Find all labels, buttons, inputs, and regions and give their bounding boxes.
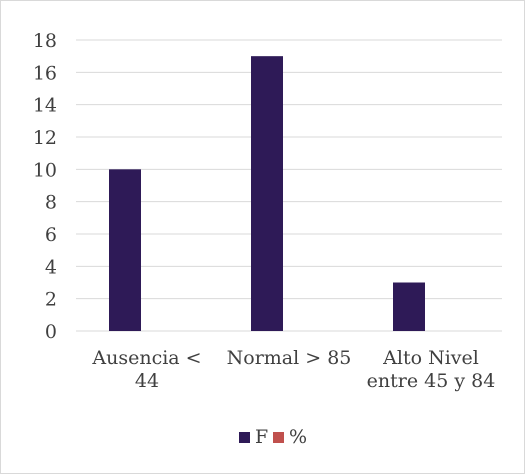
x-category-label-line: Alto Nivel (382, 347, 479, 369)
bars (109, 56, 425, 332)
y-axis-labels: 0 2 4 6 8 10 12 14 16 18 (33, 30, 57, 343)
y-tick-label: 18 (33, 30, 57, 52)
x-category-label-line: entre 45 y 84 (367, 370, 496, 392)
y-tick-label: 6 (45, 224, 57, 246)
y-tick-label: 0 (45, 321, 57, 343)
y-tick-label: 16 (33, 62, 57, 84)
legend-label-pct: % (289, 426, 307, 448)
x-category-label: Ausencia <44 (91, 347, 201, 392)
gridlines (76, 39, 502, 332)
x-axis-labels: Ausencia <44 Normal > 85 Alto Nivel entre 4… (91, 347, 495, 392)
y-tick-label: 2 (45, 289, 57, 311)
bar-f-0 (109, 169, 141, 331)
legend: F% (239, 426, 307, 448)
y-tick-label: 14 (33, 95, 57, 117)
y-tick-label: 10 (33, 159, 57, 181)
bar-f-1 (251, 56, 283, 332)
x-category-label: Alto Nivel entre 45 y 84 (367, 347, 496, 392)
x-category-label: Normal > 85 (227, 347, 352, 369)
y-tick-label: 8 (45, 192, 57, 214)
legend-label-f: F (255, 426, 268, 448)
y-tick-label: 12 (33, 127, 57, 149)
bar-f-2 (393, 282, 425, 331)
x-category-label-line: Ausencia < (91, 347, 201, 369)
legend-swatch-f (239, 432, 250, 443)
legend-swatch-pct (273, 432, 284, 443)
x-category-label-line: Normal > 85 (227, 347, 352, 369)
y-tick-label: 4 (45, 256, 57, 278)
x-category-label-line: 44 (135, 370, 159, 392)
